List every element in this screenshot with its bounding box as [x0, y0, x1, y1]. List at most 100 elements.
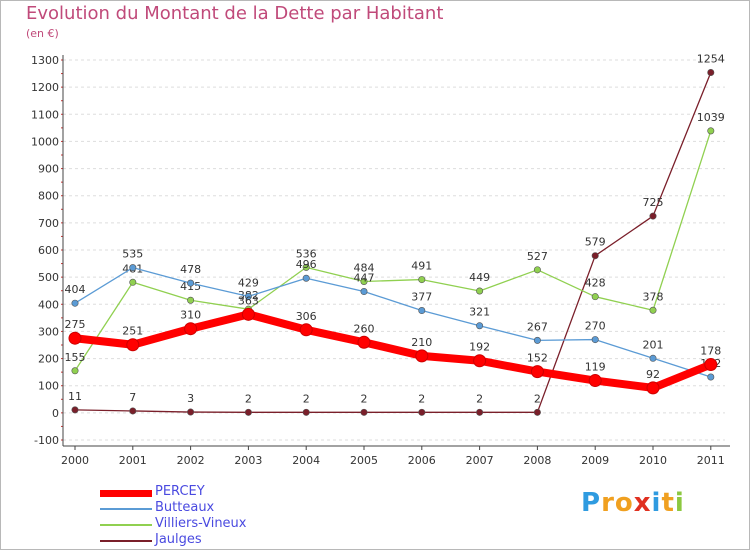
data-point [649, 306, 657, 314]
series-line-jaulges [74, 71, 712, 413]
data-point [588, 374, 602, 388]
legend-label: Villiers-Vineux [155, 516, 247, 531]
data-label: 2 [303, 392, 310, 405]
y-tick-label: 100 [38, 380, 59, 393]
data-point [126, 338, 140, 352]
y-tick-label: 600 [38, 244, 59, 257]
legend-swatch [100, 524, 152, 526]
data-point [533, 408, 541, 416]
data-point [184, 322, 198, 336]
data-label: 155 [65, 351, 86, 364]
data-point [302, 408, 310, 416]
data-label: 11 [68, 390, 82, 403]
data-point [244, 292, 252, 300]
data-point [357, 335, 371, 349]
data-label: 7 [129, 391, 136, 404]
data-point [129, 278, 137, 286]
data-label: 260 [354, 322, 375, 335]
data-label: 377 [411, 291, 432, 304]
data-label: 3 [187, 392, 194, 405]
data-label: 579 [585, 236, 606, 249]
x-tick-label: 2004 [292, 454, 320, 467]
data-point [533, 266, 541, 274]
data-label: 725 [643, 196, 664, 209]
proxiti-logo: Proxiti [581, 488, 685, 518]
data-label: 267 [527, 320, 548, 333]
x-tick-label: 2005 [350, 454, 378, 467]
data-point [129, 407, 137, 415]
data-point [418, 276, 426, 284]
x-tick-label: 2003 [234, 454, 262, 467]
data-label: 478 [180, 263, 201, 276]
data-label: 1254 [697, 52, 725, 65]
y-tick-label: 800 [38, 190, 59, 203]
data-point [473, 354, 487, 368]
logo-letter: r [601, 488, 615, 518]
data-point [707, 127, 715, 135]
data-point [533, 336, 541, 344]
logo-letter: t [661, 488, 675, 518]
data-point [187, 279, 195, 287]
logo-letter: x [633, 488, 652, 518]
data-label: 92 [646, 368, 660, 381]
data-label: 447 [354, 272, 375, 285]
data-point [591, 293, 599, 301]
legend-swatch [100, 508, 152, 510]
data-label: 251 [122, 325, 143, 338]
data-point [187, 408, 195, 416]
x-tick-label: 2007 [466, 454, 494, 467]
x-tick-label: 2010 [639, 454, 667, 467]
data-point [476, 287, 484, 295]
y-tick-label: 400 [38, 298, 59, 311]
data-point [68, 331, 82, 345]
data-point [418, 408, 426, 416]
data-point [241, 307, 255, 321]
data-point [360, 288, 368, 296]
x-tick-label: 2002 [177, 454, 205, 467]
data-label: 484 [354, 261, 375, 274]
data-point [591, 336, 599, 344]
series-line-villiers-vineux [74, 130, 712, 372]
x-tick-label: 2008 [523, 454, 551, 467]
y-tick-label: 900 [38, 163, 59, 176]
x-tick-label: 2001 [119, 454, 147, 467]
data-point [476, 408, 484, 416]
legend-label: PERCEY [155, 484, 205, 499]
chart-subtitle: (en €) [26, 27, 59, 40]
data-label: 415 [180, 280, 201, 293]
data-point [129, 264, 137, 272]
data-label: 449 [469, 271, 490, 284]
data-point [302, 263, 310, 271]
x-tick-label: 2000 [61, 454, 89, 467]
data-label: 2 [476, 392, 483, 405]
y-tick-label: 200 [38, 353, 59, 366]
data-point [244, 408, 252, 416]
data-point [476, 322, 484, 330]
data-point [360, 277, 368, 285]
data-label: 210 [411, 336, 432, 349]
y-tick-label: 300 [38, 325, 59, 338]
data-point [646, 381, 660, 395]
data-point [649, 212, 657, 220]
data-label: 321 [469, 306, 490, 319]
data-point [707, 373, 715, 381]
data-label: 535 [122, 248, 143, 261]
data-label: 404 [65, 283, 86, 296]
data-point [302, 274, 310, 282]
chart-title: Evolution du Montant de la Dette par Hab… [26, 3, 444, 24]
y-tick-label: 500 [38, 271, 59, 284]
y-tick-label: 1100 [31, 108, 59, 121]
x-tick-label: 2006 [408, 454, 436, 467]
data-label: 310 [180, 309, 201, 322]
data-point [704, 358, 718, 372]
data-label: 429 [238, 276, 259, 289]
data-label: 275 [65, 318, 86, 331]
data-label: 270 [585, 320, 606, 333]
legend-swatch [100, 489, 152, 497]
x-tick-label: 2009 [581, 454, 609, 467]
data-label: 2 [418, 392, 425, 405]
series-line-butteaux [74, 266, 712, 378]
data-point [360, 408, 368, 416]
data-label: 178 [700, 345, 721, 358]
